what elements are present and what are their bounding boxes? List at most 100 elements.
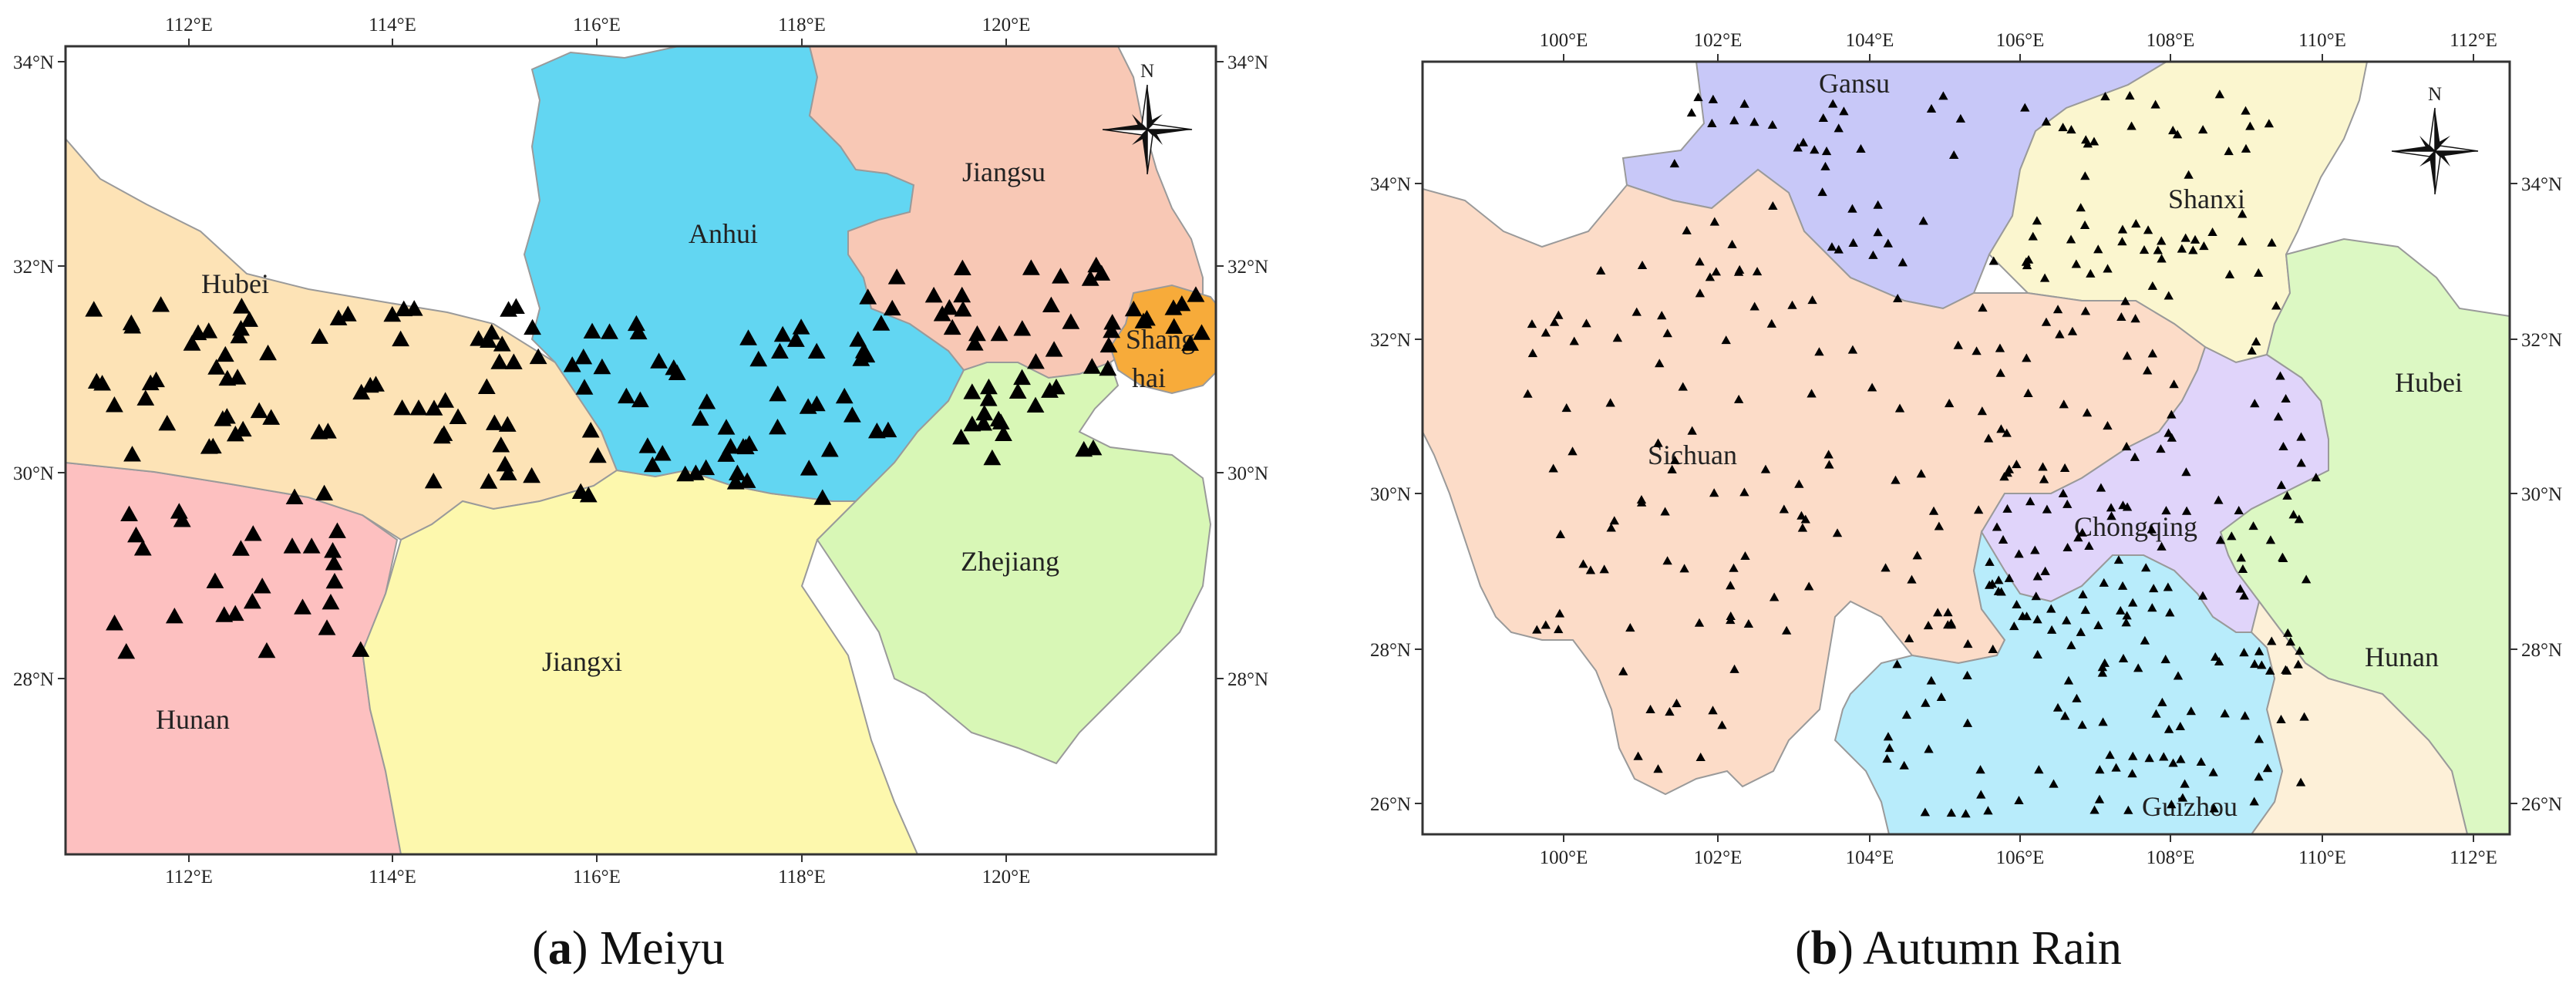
autumn-station-marker-38 (1707, 118, 1717, 127)
meiyu-station-marker-95 (285, 488, 304, 504)
autumn-station-marker-127 (2147, 349, 2157, 358)
autumn-station-marker-125 (1779, 504, 1790, 514)
meiyu-station-marker-191 (1026, 396, 1045, 413)
autumn-station-marker-102 (1973, 505, 1984, 514)
autumn-station-marker-227 (1934, 521, 1945, 530)
autumn-station-marker-76 (2076, 203, 2086, 212)
autumn-station-marker-258 (2197, 591, 2208, 600)
autumn-station-marker-228 (2164, 428, 2174, 437)
autumn-station-marker-231 (2143, 365, 2153, 375)
meiyu-station-marker-8 (233, 298, 251, 314)
meiyu-station-marker-197 (975, 415, 993, 431)
meiyu-station-marker-127 (643, 456, 662, 473)
autumn-station-marker-23 (1873, 227, 1883, 237)
meiyu-station-marker-138 (697, 459, 716, 476)
autumn-station-marker-301 (2093, 620, 2103, 629)
meiyu-station-marker-87 (170, 503, 188, 519)
right-tick-a-2: 30°N (1227, 463, 1268, 484)
meiyu-station-marker-2 (85, 301, 103, 317)
autumn-station-marker-138 (1794, 479, 1804, 488)
autumn-station-marker-289 (2058, 488, 2069, 497)
autumn-station-marker-20 (1810, 145, 1820, 154)
autumn-station-marker-243 (1735, 264, 1745, 274)
caption-a-letter: a (548, 922, 572, 975)
meiyu-station-marker-68 (216, 345, 234, 362)
autumn-station-marker-270 (2022, 611, 2032, 621)
left-tick-b-1: 32°N (1370, 330, 1411, 351)
autumn-station-marker-235 (1807, 295, 1817, 305)
autumn-station-marker-294 (2157, 697, 2167, 706)
autumn-station-marker-279 (2215, 535, 2226, 544)
autumn-station-marker-47 (2199, 241, 2209, 251)
autumn-station-marker-26 (1820, 161, 1830, 170)
autumn-station-marker-117 (1578, 559, 1588, 568)
autumn-station-marker-35 (1669, 159, 1679, 168)
autumn-station-marker-165 (2062, 499, 2073, 508)
autumn-station-marker-406 (1645, 704, 1655, 713)
autumn-station-marker-321 (2105, 750, 2115, 760)
province-hunan-a (66, 461, 402, 854)
meiyu-station-marker-85 (231, 540, 250, 556)
autumn-station-marker-140 (1814, 347, 1824, 356)
autumn-station-marker-192 (1740, 551, 1750, 560)
bottom-tick-a-2: 116°E (573, 867, 621, 888)
meiyu-station-marker-131 (629, 323, 648, 340)
autumn-station-marker-262 (1994, 575, 2004, 584)
autumn-station-marker-169 (2030, 545, 2040, 554)
autumn-station-marker-377 (2278, 442, 2288, 451)
autumn-station-marker-379 (2282, 490, 2292, 500)
autumn-station-marker-360 (1963, 639, 1973, 648)
autumn-station-marker-37 (1834, 123, 1844, 133)
autumn-station-marker-218 (2116, 605, 2126, 615)
meiyu-station-marker-18 (496, 455, 514, 472)
autumn-station-marker-178 (2157, 541, 2167, 551)
autumn-station-marker-18 (1918, 216, 1928, 225)
autumn-station-marker-196 (2130, 452, 2140, 461)
meiyu-station-marker-155 (1099, 359, 1117, 376)
north-label-b: N (2428, 84, 2442, 105)
autumn-station-marker-221 (2080, 306, 2091, 315)
meiyu-station-marker-51 (367, 376, 385, 392)
right-tick-b-1: 32°N (2521, 330, 2562, 351)
meiyu-station-marker-143 (739, 329, 757, 345)
autumn-station-marker-323 (2180, 779, 2190, 788)
meiyu-station-marker-59 (122, 314, 140, 331)
meiyu-station-marker-74 (226, 605, 244, 621)
meiyu-station-marker-19 (241, 311, 258, 327)
meiyu-station-marker-37 (409, 399, 428, 416)
autumn-station-marker-30 (1938, 91, 1948, 100)
autumn-station-marker-356 (2032, 649, 2042, 658)
meiyu-station-marker-69 (449, 408, 467, 424)
meiyu-station-marker-30 (504, 353, 523, 369)
province-zhejiang-a (816, 361, 1212, 765)
autumn-station-marker-135 (1599, 564, 1609, 574)
meiyu-station-marker-173 (924, 286, 943, 303)
autumn-station-marker-52 (2028, 231, 2038, 241)
meiyu-station-marker-199 (979, 390, 998, 406)
bottom-tick-a-3: 118°E (778, 867, 826, 888)
meiyu-station-marker-175 (883, 299, 901, 316)
autumn-station-marker-268 (1999, 472, 2009, 481)
meiyu-station-marker-21 (189, 324, 207, 341)
autumn-station-marker-198 (1800, 514, 1810, 524)
autumn-station-marker-241 (2130, 314, 2140, 323)
autumn-station-marker-315 (2177, 793, 2188, 802)
meiyu-station-marker-20 (393, 399, 411, 416)
autumn-station-marker-275 (2148, 584, 2159, 593)
autumn-station-marker-60 (2103, 264, 2113, 273)
autumn-station-marker-91 (2080, 171, 2090, 180)
autumn-station-marker-240 (2002, 428, 2012, 437)
right-tick-b-2: 30°N (2521, 484, 2562, 505)
autumn-station-marker-142 (2067, 326, 2078, 335)
autumn-station-marker-22 (1847, 204, 1857, 213)
meiyu-station-marker-38 (259, 344, 277, 361)
autumn-station-marker-84 (2245, 121, 2255, 130)
autumn-station-marker-276 (2062, 542, 2073, 552)
meiyu-station-marker-40 (262, 409, 281, 425)
autumn-station-marker-157 (1554, 608, 1565, 618)
meiyu-station-marker-140 (736, 438, 755, 455)
meiyu-station-marker-151 (638, 437, 657, 453)
station-markers-b (1523, 89, 2322, 818)
autumn-station-marker-179 (1977, 406, 1987, 416)
